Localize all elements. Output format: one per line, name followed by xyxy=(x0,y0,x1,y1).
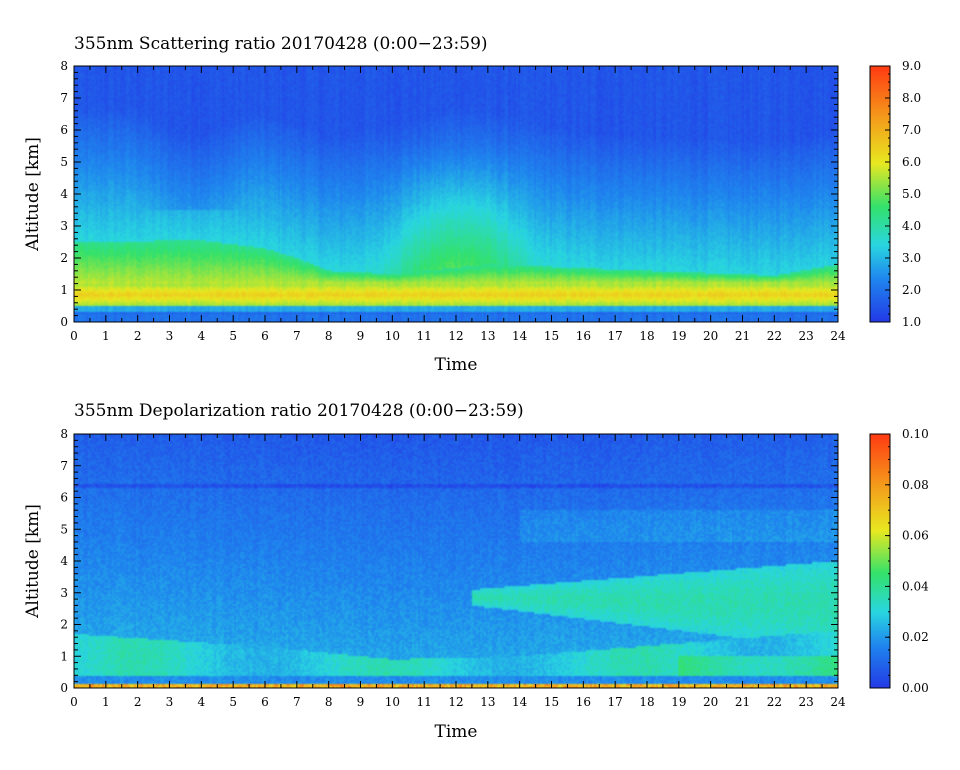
x-tick-label: 14 xyxy=(512,695,528,709)
x-tick-label: 12 xyxy=(448,329,463,343)
x-tick-label: 24 xyxy=(830,695,846,709)
depolarization-colorbar xyxy=(870,434,890,688)
colorbar-tick-label: 5.0 xyxy=(902,187,921,201)
y-tick-label: 4 xyxy=(60,187,68,201)
colorbar-tick-label: 0.02 xyxy=(902,630,929,644)
colorbar-tick-label: 1.0 xyxy=(902,315,921,329)
x-tick-label: 17 xyxy=(608,695,623,709)
x-tick-label: 0 xyxy=(70,329,78,343)
x-tick-label: 13 xyxy=(480,329,495,343)
x-tick-label: 21 xyxy=(735,329,750,343)
y-tick-label: 2 xyxy=(60,618,68,632)
x-tick-label: 22 xyxy=(767,329,782,343)
scattering-heatmap xyxy=(74,66,838,322)
x-tick-label: 9 xyxy=(357,329,365,343)
x-tick-label: 22 xyxy=(767,695,782,709)
x-tick-label: 7 xyxy=(293,695,301,709)
colorbar-tick-label: 7.0 xyxy=(902,123,921,137)
y-tick-label: 5 xyxy=(60,155,68,169)
colorbar-tick-label: 3.0 xyxy=(902,251,921,265)
depolarization-colorbar-ticks: 0.00 0.02 0.04 0.06 0.08 0.10 xyxy=(885,427,929,695)
x-tick-label: 15 xyxy=(544,329,559,343)
x-tick-label: 24 xyxy=(830,329,846,343)
x-tick-label: 17 xyxy=(608,329,623,343)
colorbar-tick-label: 0.06 xyxy=(902,529,929,543)
x-tick-label: 16 xyxy=(576,329,591,343)
colorbar-tick-label: 0.00 xyxy=(902,681,929,695)
y-tick-label: 1 xyxy=(60,649,68,663)
y-tick-label: 0 xyxy=(60,681,68,695)
x-tick-label: 19 xyxy=(671,329,686,343)
depolarization-heatmap xyxy=(74,434,838,688)
x-tick-label: 21 xyxy=(735,695,750,709)
depolarization-panel: 355nm Depolarization ratio 20170428 (0:0… xyxy=(23,401,929,742)
y-tick-label: 8 xyxy=(60,427,68,441)
y-tick-label: 6 xyxy=(60,123,68,137)
x-tick-label: 9 xyxy=(357,695,365,709)
depolarization-ylabel: Altitude [km] xyxy=(23,504,43,619)
x-tick-label: 14 xyxy=(512,329,528,343)
depolarization-xlabel: Time xyxy=(435,722,478,742)
x-tick-label: 10 xyxy=(385,695,400,709)
x-tick-label: 8 xyxy=(325,695,333,709)
x-tick-label: 20 xyxy=(703,329,718,343)
x-tick-label: 12 xyxy=(448,695,463,709)
y-tick-label: 7 xyxy=(60,91,68,105)
x-tick-label: 1 xyxy=(102,695,110,709)
x-tick-label: 20 xyxy=(703,695,718,709)
colorbar-tick-label: 6.0 xyxy=(902,155,921,169)
colorbar-tick-label: 4.0 xyxy=(902,219,921,233)
depolarization-axis-ticks: 0 1 2 3 4 5 6 7 8 9 10 11 12 13 14 15 16 17 18 19 20 21 22 23 24… xyxy=(60,427,846,709)
x-tick-label: 4 xyxy=(198,695,206,709)
depolarization-title: 355nm Depolarization ratio 20170428 (0:0… xyxy=(74,401,524,421)
x-tick-label: 0 xyxy=(70,695,78,709)
x-tick-label: 15 xyxy=(544,695,559,709)
y-tick-label: 3 xyxy=(60,586,68,600)
x-tick-label: 8 xyxy=(325,329,333,343)
x-tick-label: 7 xyxy=(293,329,301,343)
x-tick-label: 11 xyxy=(417,695,432,709)
scattering-xlabel: Time xyxy=(435,355,478,375)
x-tick-label: 3 xyxy=(166,695,174,709)
y-tick-label: 4 xyxy=(60,554,68,568)
x-tick-label: 10 xyxy=(385,329,400,343)
y-tick-label: 8 xyxy=(60,59,68,73)
x-tick-label: 2 xyxy=(134,329,142,343)
x-tick-label: 13 xyxy=(480,695,495,709)
x-tick-label: 4 xyxy=(198,329,206,343)
colorbar-tick-label: 8.0 xyxy=(902,91,921,105)
x-tick-label: 11 xyxy=(417,329,432,343)
scattering-panel: 355nm Scattering ratio 20170428 (0:00−23… xyxy=(23,34,921,375)
y-tick-label: 7 xyxy=(60,459,68,473)
x-tick-label: 5 xyxy=(229,329,237,343)
x-tick-label: 1 xyxy=(102,329,110,343)
scattering-colorbar-ticks: 1.0 2.0 3.0 4.0 5.0 6.0 7.0 8.0 9.0 xyxy=(885,59,921,329)
y-tick-label: 6 xyxy=(60,491,68,505)
x-tick-label: 5 xyxy=(229,695,237,709)
x-tick-label: 23 xyxy=(799,695,814,709)
y-tick-label: 3 xyxy=(60,219,68,233)
colorbar-tick-label: 0.04 xyxy=(902,579,929,593)
x-tick-label: 23 xyxy=(799,329,814,343)
scattering-title: 355nm Scattering ratio 20170428 (0:00−23… xyxy=(74,34,488,54)
colorbar-tick-label: 0.10 xyxy=(902,427,929,441)
scattering-ylabel: Altitude [km] xyxy=(23,137,43,252)
x-tick-label: 19 xyxy=(671,695,686,709)
y-tick-label: 2 xyxy=(60,251,68,265)
x-tick-label: 6 xyxy=(261,329,269,343)
y-tick-label: 5 xyxy=(60,522,68,536)
colorbar-tick-label: 0.08 xyxy=(902,478,929,492)
y-tick-label: 1 xyxy=(60,283,68,297)
y-tick-label: 0 xyxy=(60,315,68,329)
scattering-axis-ticks: 0 1 2 3 4 5 6 7 8 9 10 11 12 13 14 15 16 17 18 19 20 21 22 23 24… xyxy=(60,59,846,343)
colorbar-tick-label: 9.0 xyxy=(902,59,921,73)
x-tick-label: 6 xyxy=(261,695,269,709)
x-tick-label: 16 xyxy=(576,695,591,709)
x-tick-label: 2 xyxy=(134,695,142,709)
x-tick-label: 18 xyxy=(639,329,654,343)
x-tick-label: 3 xyxy=(166,329,174,343)
colorbar-tick-label: 2.0 xyxy=(902,283,921,297)
x-tick-label: 18 xyxy=(639,695,654,709)
